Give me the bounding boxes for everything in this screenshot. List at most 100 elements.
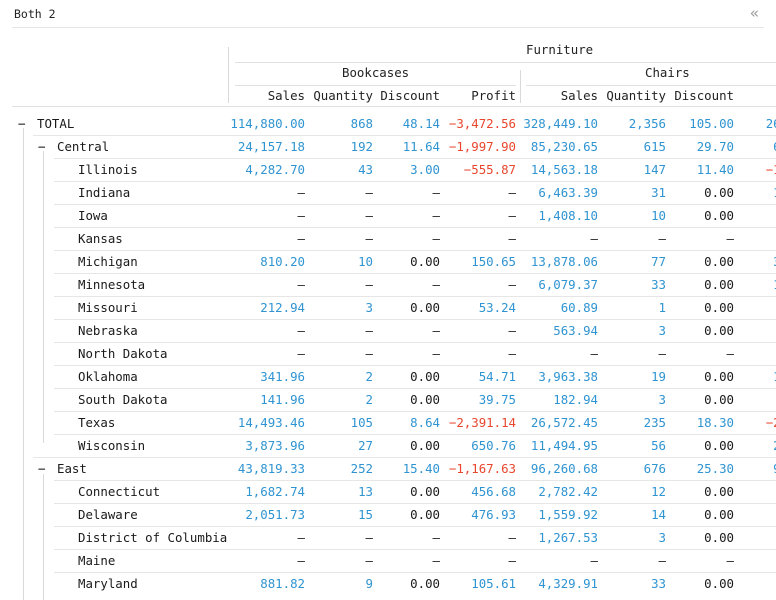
header-divider bbox=[520, 70, 521, 103]
column-header[interactable]: Discount bbox=[380, 88, 440, 103]
row-label[interactable]: Maryland bbox=[78, 576, 138, 591]
column-header[interactable]: P bbox=[713, 88, 776, 103]
row-label[interactable]: Oklahoma bbox=[78, 369, 138, 384]
table-cell: 1,267.53 bbox=[538, 530, 598, 545]
table-cell: 0.00 bbox=[704, 208, 734, 223]
table-cell: 3.00 bbox=[410, 162, 440, 177]
table-cell: – bbox=[432, 530, 440, 545]
table-cell: 476.93 bbox=[471, 507, 516, 522]
column-header[interactable]: Sales bbox=[267, 88, 305, 103]
tree-guide bbox=[43, 151, 44, 443]
row-label[interactable]: Michigan bbox=[78, 254, 138, 269]
table-cell: 0.00 bbox=[410, 438, 440, 453]
table-cell: 85,230.65 bbox=[530, 139, 598, 154]
table-cell: 3 bbox=[658, 323, 666, 338]
table-cell: 11,494.95 bbox=[530, 438, 598, 453]
table-cell: 2,051.73 bbox=[245, 507, 305, 522]
row-separator bbox=[54, 434, 776, 435]
table-cell: 676 bbox=[643, 461, 666, 476]
column-header[interactable]: Quantity bbox=[606, 88, 666, 103]
row-separator bbox=[54, 227, 776, 228]
table-cell: −3,472.56 bbox=[448, 116, 516, 131]
row-label[interactable]: District of Columbia bbox=[78, 530, 228, 545]
row-separator bbox=[54, 158, 776, 159]
row-label[interactable]: Minnesota bbox=[78, 277, 146, 292]
row-label[interactable]: Nebraska bbox=[78, 323, 138, 338]
row-label[interactable]: Illinois bbox=[78, 162, 138, 177]
title-bar: Both 2 « bbox=[0, 0, 776, 28]
table-cell: – bbox=[297, 346, 305, 361]
row-label[interactable]: South Dakota bbox=[78, 392, 168, 407]
table-cell: −2,391.14 bbox=[448, 415, 516, 430]
table-cell: 53.24 bbox=[478, 300, 516, 315]
table-cell: 12 bbox=[651, 484, 666, 499]
table-cell: 31 bbox=[651, 185, 666, 200]
table-cell: – bbox=[297, 277, 305, 292]
table-cell: 1 bbox=[658, 300, 666, 315]
table-cell: 31 bbox=[693, 530, 776, 545]
collapse-icon[interactable]: « bbox=[750, 4, 760, 22]
table-cell: 43 bbox=[358, 162, 373, 177]
collapse-toggle-icon[interactable]: − bbox=[18, 116, 26, 131]
table-cell: 10 bbox=[651, 208, 666, 223]
row-label[interactable]: Kansas bbox=[78, 231, 123, 246]
table-cell: 19 bbox=[651, 369, 666, 384]
table-cell: – bbox=[590, 553, 598, 568]
row-label[interactable]: East bbox=[57, 461, 87, 476]
table-cell: 11.64 bbox=[402, 139, 440, 154]
table-cell: – bbox=[693, 231, 776, 246]
table-cell: 39.75 bbox=[478, 392, 516, 407]
row-label[interactable]: North Dakota bbox=[78, 346, 168, 361]
table-cell: 9,35 bbox=[693, 461, 776, 476]
table-cell: 105.00 bbox=[689, 116, 734, 131]
table-cell: – bbox=[508, 185, 516, 200]
column-header[interactable]: Quantity bbox=[313, 88, 373, 103]
row-label[interactable]: Indiana bbox=[78, 185, 131, 200]
header-bottom-line bbox=[12, 106, 776, 107]
row-label[interactable]: Missouri bbox=[78, 300, 138, 315]
table-cell: 3 bbox=[658, 530, 666, 545]
column-header[interactable]: Discount bbox=[674, 88, 734, 103]
table-cell: 182.94 bbox=[553, 392, 598, 407]
table-cell: 6,463.39 bbox=[538, 185, 598, 200]
row-label[interactable]: Central bbox=[57, 139, 110, 154]
table-cell: 11 bbox=[693, 323, 776, 338]
column-header[interactable]: Profit bbox=[471, 88, 516, 103]
collapse-toggle-icon[interactable]: − bbox=[38, 461, 46, 476]
table-cell: 456.68 bbox=[471, 484, 516, 499]
table-cell: 2 bbox=[365, 369, 373, 384]
table-cell: – bbox=[297, 553, 305, 568]
table-cell: – bbox=[508, 208, 516, 223]
row-label[interactable]: Iowa bbox=[78, 208, 108, 223]
table-cell: 1,408.10 bbox=[538, 208, 598, 223]
row-separator bbox=[54, 526, 776, 527]
table-cell: 105.61 bbox=[471, 576, 516, 591]
table-cell: – bbox=[693, 553, 776, 568]
table-cell: 252 bbox=[350, 461, 373, 476]
row-label[interactable]: Connecticut bbox=[78, 484, 161, 499]
row-label[interactable]: Texas bbox=[78, 415, 116, 430]
table-cell: 0.00 bbox=[704, 507, 734, 522]
table-cell: −1,167.63 bbox=[448, 461, 516, 476]
row-label[interactable]: Delaware bbox=[78, 507, 138, 522]
table-cell: 0.00 bbox=[410, 576, 440, 591]
table-cell: 1,559.92 bbox=[538, 507, 598, 522]
row-label[interactable]: Wisconsin bbox=[78, 438, 146, 453]
column-header[interactable]: Sales bbox=[560, 88, 598, 103]
header-line bbox=[235, 62, 776, 63]
table-cell: – bbox=[297, 323, 305, 338]
table-cell: −1,997.90 bbox=[448, 139, 516, 154]
table-cell: 0.00 bbox=[410, 484, 440, 499]
row-label[interactable]: Maine bbox=[78, 553, 116, 568]
table-cell: 11.40 bbox=[696, 162, 734, 177]
row-separator bbox=[54, 503, 776, 504]
row-label[interactable]: TOTAL bbox=[37, 116, 75, 131]
table-cell: – bbox=[365, 185, 373, 200]
panel-title: Both 2 bbox=[14, 7, 56, 21]
table-cell: 650.76 bbox=[471, 438, 516, 453]
table-cell: 1,10 bbox=[693, 369, 776, 384]
collapse-toggle-icon[interactable]: − bbox=[38, 139, 46, 154]
row-separator bbox=[54, 342, 776, 343]
table-cell: – bbox=[726, 553, 734, 568]
table-cell: 0.00 bbox=[704, 576, 734, 591]
